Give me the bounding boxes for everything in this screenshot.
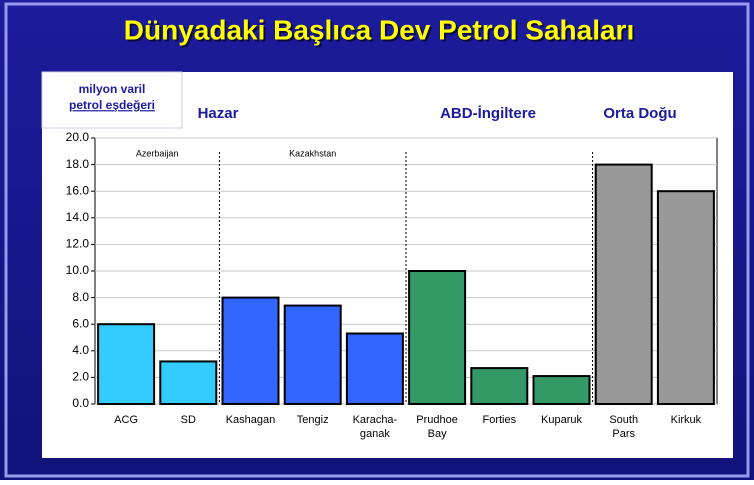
y-tick-label: 12.0 xyxy=(66,237,90,251)
bar xyxy=(159,360,218,406)
x-tick-label: South Pars xyxy=(609,414,638,440)
x-tick-label: Kirkuk xyxy=(671,414,702,426)
x-tick-label: ACG xyxy=(114,414,138,426)
y-tick-label: 0.0 xyxy=(72,396,89,410)
bar xyxy=(594,163,653,405)
x-tick-label: SD xyxy=(181,414,196,426)
y-tick-label: 14.0 xyxy=(66,210,90,224)
y-axis-label: milyon varil xyxy=(79,82,146,96)
y-tick-label: 18.0 xyxy=(66,157,90,171)
bar xyxy=(656,190,715,405)
bar xyxy=(97,323,156,406)
x-tick-label: Kashagan xyxy=(226,414,276,426)
bar xyxy=(345,332,404,406)
subgroup-label: Azerbaijan xyxy=(136,148,179,158)
y-tick-label: 2.0 xyxy=(72,370,89,384)
plot: 0.0 2.0 4.0 6.0 8.0 10.0 12.0 14.0 16.0 18.0 20.0 A… xyxy=(66,130,718,440)
subgroup-label: Kazakhstan xyxy=(289,148,336,158)
unit-box xyxy=(41,71,183,129)
x-tick-label: Forties xyxy=(482,414,516,426)
bar xyxy=(408,270,467,405)
y-tick-label: 16.0 xyxy=(66,183,90,197)
y-tick-label: 6.0 xyxy=(72,316,89,330)
y-axis-label: petrol eşdeğeri xyxy=(69,98,155,112)
group-label: Hazar xyxy=(198,105,239,122)
x-tick-label: Karacha-ganak xyxy=(353,414,398,440)
bar xyxy=(532,375,591,406)
group-label: Orta Doğu xyxy=(603,105,676,122)
y-tick-label: 8.0 xyxy=(72,290,89,304)
bar xyxy=(283,304,342,405)
y-tick-label: 20.0 xyxy=(66,130,90,144)
bar xyxy=(470,367,529,405)
y-tick-label: 4.0 xyxy=(72,343,89,357)
x-tick-label: Tengiz xyxy=(297,414,329,426)
title-shadow: Dünyadaki Başlıca Dev Petrol Sahaları xyxy=(126,16,636,47)
slide-border xyxy=(4,2,750,478)
chart-title: Dünyadaki Başlıca Dev Petrol Sahaları xyxy=(124,14,634,45)
y-tick-label: 10.0 xyxy=(66,263,90,277)
x-tick-label: Kuparuk xyxy=(541,414,582,426)
bar xyxy=(221,296,280,406)
x-tick-label: Prudhoe Bay xyxy=(416,414,458,440)
group-label: ABD-İngiltere xyxy=(440,105,536,122)
